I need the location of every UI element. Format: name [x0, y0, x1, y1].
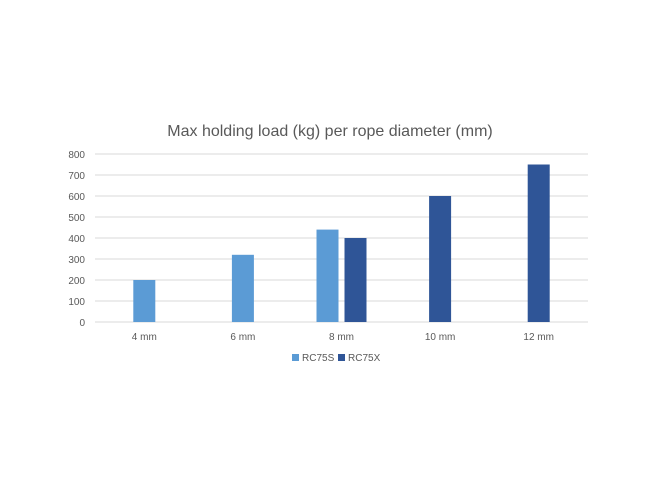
x-tick-label: 12 mm	[523, 332, 554, 343]
bars	[133, 164, 550, 322]
bar-rc75s-8mm	[316, 229, 339, 322]
y-tick-label: 700	[68, 171, 85, 182]
y-tick-label: 100	[68, 297, 85, 308]
y-tick-label: 800	[68, 150, 85, 161]
y-tick-label: 0	[79, 318, 85, 329]
legend-swatch-rc75s	[292, 354, 299, 361]
legend-label-rc75x: RC75X	[348, 353, 381, 364]
bar-rc75s-4mm	[133, 280, 156, 322]
y-tick-label: 300	[68, 255, 85, 266]
legend-swatch-rc75x	[338, 354, 345, 361]
bar-rc75x-8mm	[344, 238, 367, 322]
x-tick-label: 8 mm	[329, 332, 354, 343]
x-axis-ticks: 4 mm 6 mm 8 mm 10 mm 12 mm	[132, 332, 554, 343]
bar-rc75x-10mm	[429, 196, 452, 322]
y-tick-label: 500	[68, 213, 85, 224]
legend-label-rc75s: RC75S	[302, 353, 335, 364]
y-tick-label: 600	[68, 192, 85, 203]
y-axis-ticks: 0 100 200 300 400 500 600 700 800	[68, 150, 85, 329]
gridlines	[95, 153, 588, 323]
bar-rc75s-6mm	[231, 254, 254, 322]
legend: RC75S RC75X	[292, 353, 381, 364]
x-tick-label: 6 mm	[230, 332, 255, 343]
y-tick-label: 400	[68, 234, 85, 245]
x-tick-label: 10 mm	[425, 332, 456, 343]
chart-title: Max holding load (kg) per rope diameter …	[167, 123, 492, 140]
bar-rc75x-12mm	[527, 164, 550, 322]
y-tick-label: 200	[68, 276, 85, 287]
x-tick-label: 4 mm	[132, 332, 157, 343]
